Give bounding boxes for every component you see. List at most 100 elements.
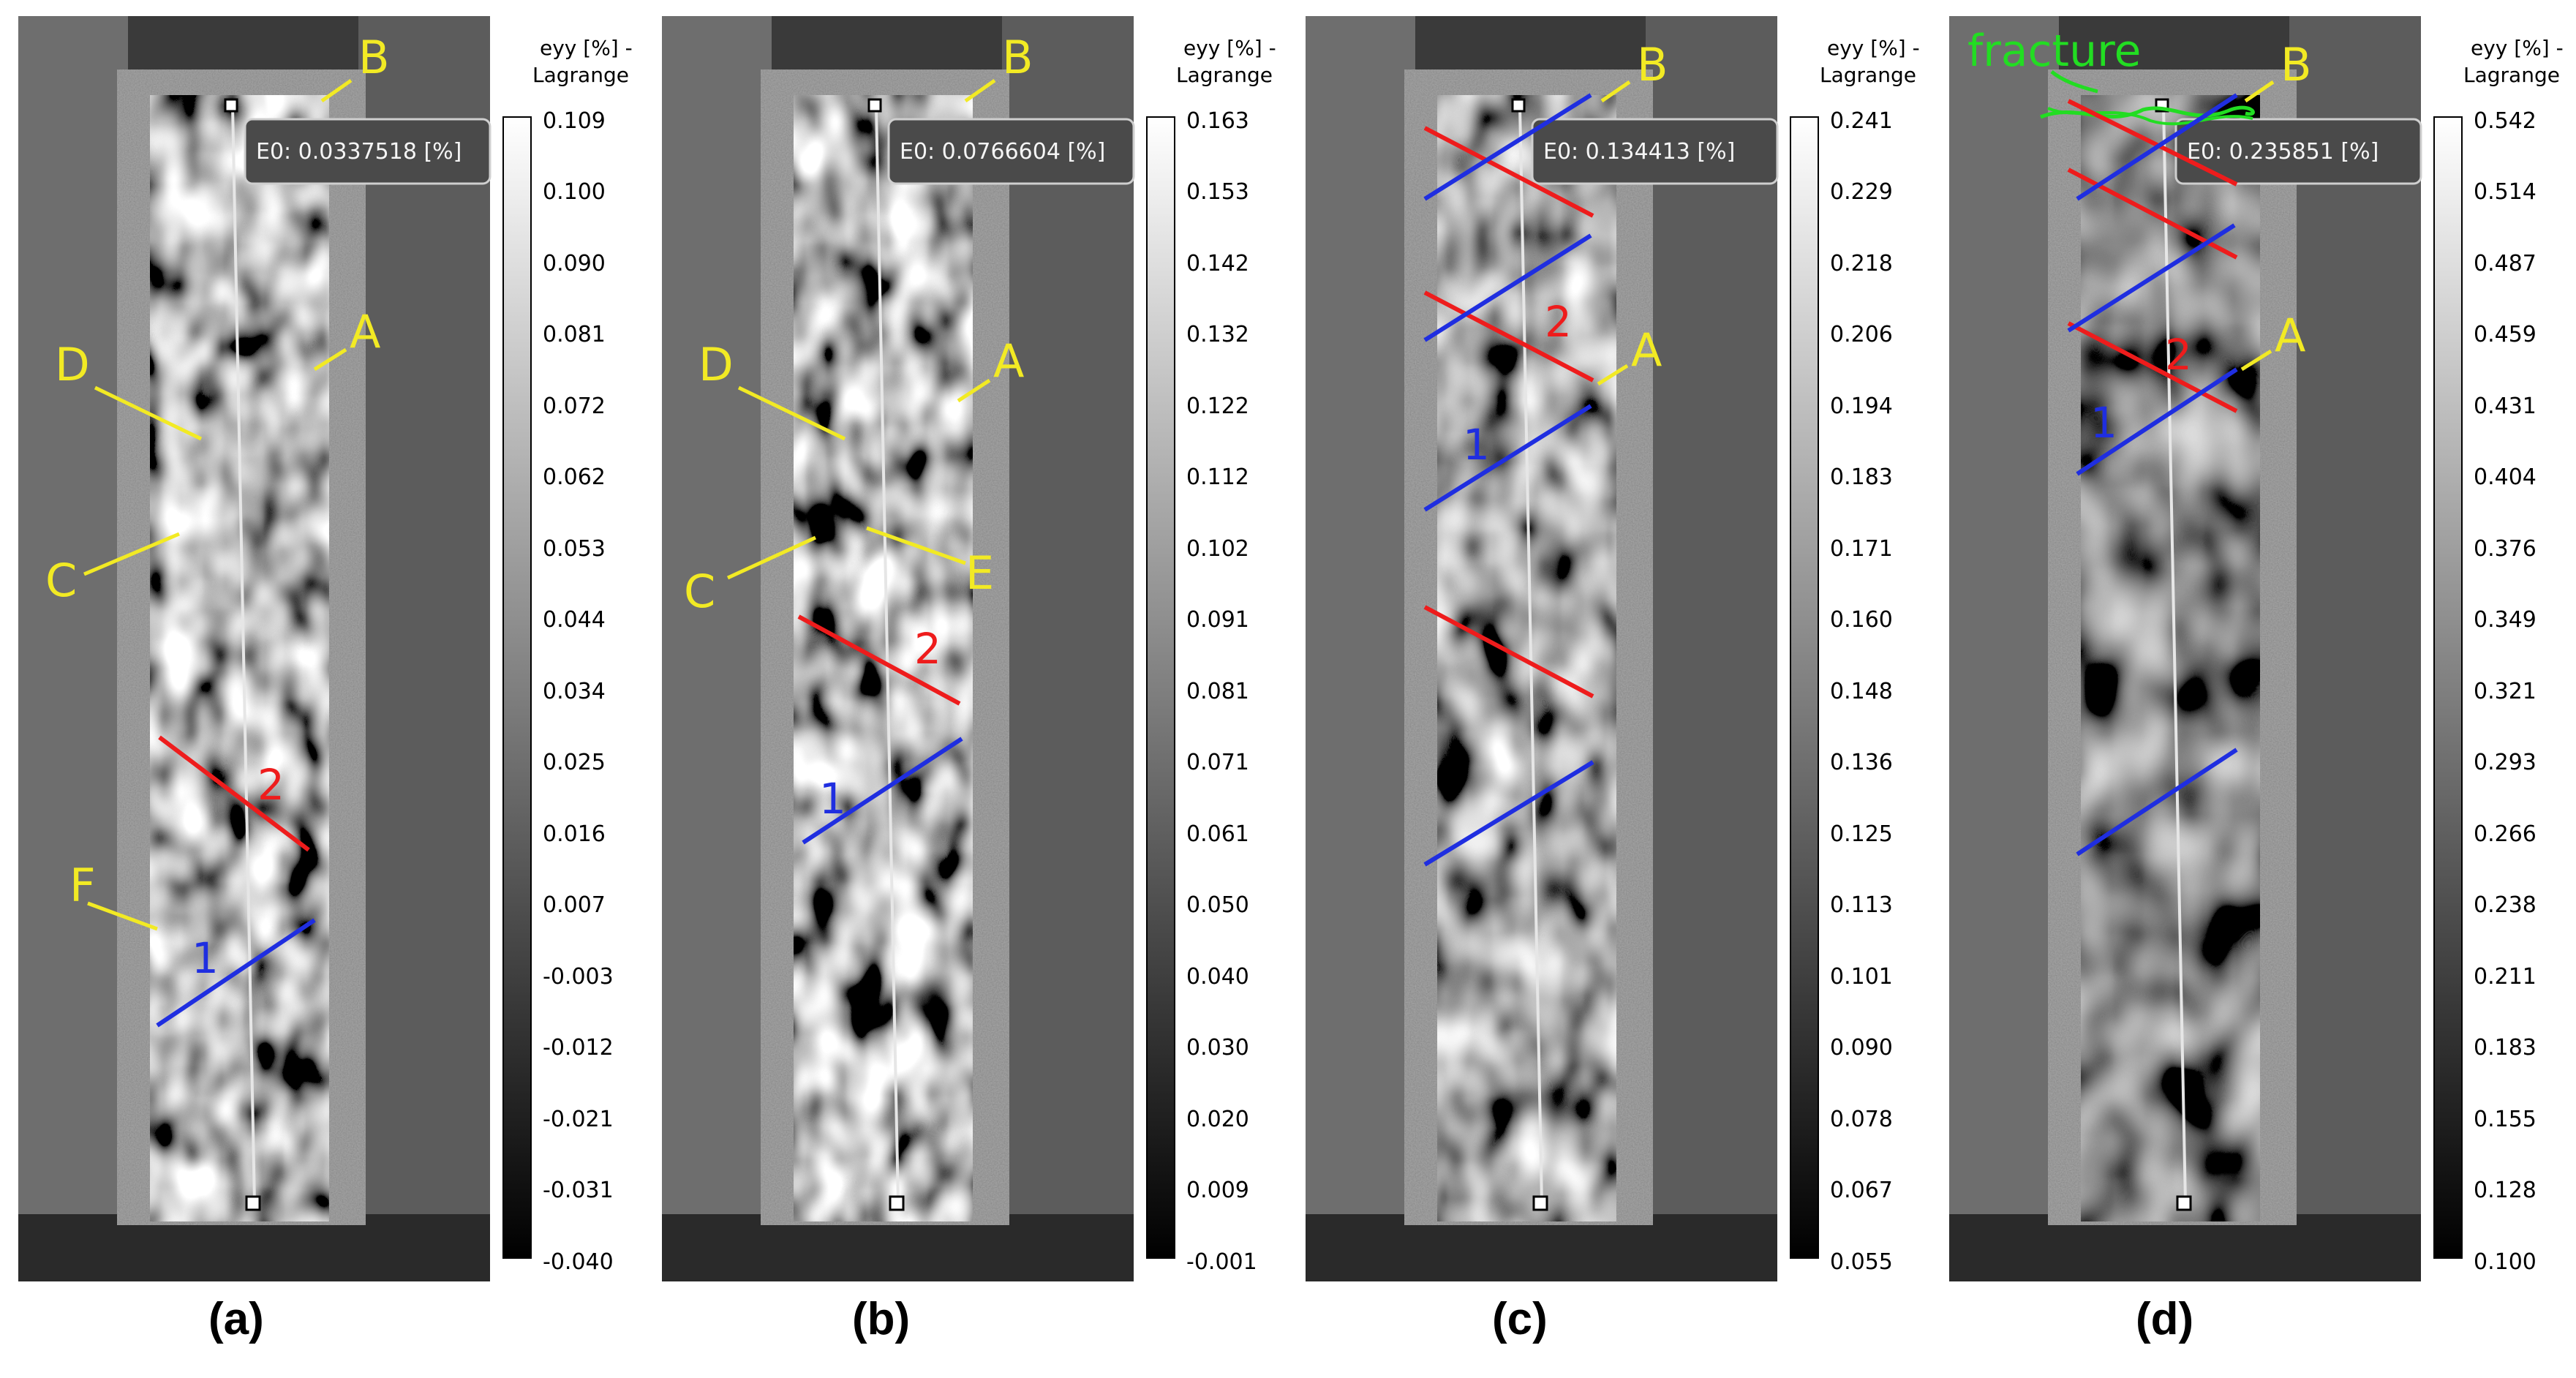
readout-text: E0: 0.0337518 [%] [256, 139, 462, 165]
band-label-1: 1 [2090, 398, 2117, 448]
strain-figure-a: E0: 0.0337518 [%] B A D C F 2 1 eyy [%] … [18, 16, 633, 1281]
colorbar-title-1: eyy [%] - [1827, 36, 1920, 60]
label-a: A [1631, 323, 1662, 377]
svg-text:0.431: 0.431 [2474, 394, 2537, 419]
svg-text:0.194: 0.194 [1830, 394, 1893, 419]
readout-text: E0: 0.0766604 [%] [900, 139, 1105, 165]
svg-text:0.122: 0.122 [1186, 394, 1249, 419]
label-b: B [358, 31, 390, 84]
svg-text:0.050: 0.050 [1186, 892, 1249, 918]
svg-text:0.266: 0.266 [2474, 821, 2537, 847]
extensometer-top-marker [867, 98, 882, 113]
label-b: B [1002, 31, 1033, 84]
grip-right [1002, 16, 1134, 1223]
strain-figure-c: E0: 0.134413 [%] B A 2 1 eyy [%] - Lagra… [1306, 16, 1920, 1281]
panel-c: E0: 0.134413 [%] B A 2 1 eyy [%] - Lagra… [1287, 0, 1931, 1378]
svg-text:-0.040: -0.040 [543, 1249, 614, 1275]
band-line-1b [2067, 223, 2236, 333]
svg-text:0.025: 0.025 [543, 750, 606, 775]
label-d: D [55, 338, 90, 391]
svg-text:0.053: 0.053 [543, 536, 606, 562]
strain-field [150, 95, 329, 1221]
svg-text:-0.031: -0.031 [543, 1178, 614, 1203]
label-f: F [69, 859, 96, 912]
base [662, 1214, 1134, 1281]
svg-text:0.109: 0.109 [543, 108, 606, 134]
label-b: B [1637, 38, 1668, 91]
grip-left [1949, 16, 2059, 1223]
grip-left [1306, 16, 1415, 1223]
panel-d: E0: 0.235851 [%] fracture B A 2 1 eyy [%… [1931, 0, 2575, 1378]
svg-text:0.007: 0.007 [543, 892, 606, 918]
svg-text:0.113: 0.113 [1830, 892, 1893, 918]
band-line-1a [1423, 93, 1592, 201]
readout-text: E0: 0.134413 [%] [1543, 139, 1735, 165]
base [18, 1214, 490, 1281]
svg-text:0.206: 0.206 [1830, 322, 1893, 347]
svg-text:0.030: 0.030 [1186, 1035, 1249, 1061]
svg-text:0.163: 0.163 [1186, 108, 1249, 134]
colorbar-title-2: Lagrange [1820, 63, 1916, 87]
readout-box [887, 118, 1135, 185]
label-e: E [965, 546, 994, 600]
grip-right [1646, 16, 1777, 1223]
label-c: C [684, 565, 715, 618]
band-line-2 [797, 614, 961, 706]
extensometer-line [875, 105, 900, 1204]
svg-text:0.102: 0.102 [1186, 536, 1249, 562]
band-line-2 [2067, 321, 2238, 413]
fracture-label: fracture [1967, 26, 2141, 77]
svg-text:0.081: 0.081 [1186, 679, 1249, 704]
band-line-1 [2076, 367, 2238, 476]
strain-field [1437, 95, 1616, 1221]
grip-left [18, 16, 128, 1223]
extensometer-line [1518, 105, 1543, 1204]
fracture-leader [2050, 70, 2098, 94]
readout-text: E0: 0.235851 [%] [2187, 139, 2379, 165]
strain-field [794, 95, 973, 1221]
svg-text:0.128: 0.128 [2474, 1178, 2537, 1203]
colorbar-title-2: Lagrange [1176, 63, 1273, 87]
label-a: A [2275, 309, 2305, 362]
svg-text:0.142: 0.142 [1186, 251, 1249, 276]
readout-box [1531, 118, 1779, 185]
extensometer-top-marker [224, 98, 238, 113]
colorbar-title-2: Lagrange [2463, 63, 2560, 87]
svg-text:0.404: 0.404 [2474, 464, 2537, 490]
svg-text:0.132: 0.132 [1186, 322, 1249, 347]
colorbar-title-2: Lagrange [532, 63, 629, 87]
svg-text:0.153: 0.153 [1186, 179, 1249, 205]
svg-text:-0.003: -0.003 [543, 964, 614, 990]
band-line-2 [1423, 290, 1594, 383]
band-label-2: 2 [914, 624, 941, 674]
band-line-1c [2076, 748, 2238, 856]
colorbar-ticks: 0.542 0.514 0.487 0.459 0.431 0.404 0.37… [2474, 108, 2537, 1275]
svg-text:0.078: 0.078 [1830, 1107, 1893, 1132]
extensometer-top-marker [1511, 98, 1526, 113]
readout-box [244, 118, 492, 185]
panel-b: E0: 0.0766604 [%] B A D C E 2 1 eyy [%] … [644, 0, 1287, 1378]
colorbar-ticks: 0.241 0.229 0.218 0.206 0.194 0.183 0.17… [1830, 108, 1893, 1275]
svg-text:0.211: 0.211 [2474, 964, 2537, 990]
band-line-2 [158, 735, 310, 852]
panel-caption-a: (a) [208, 1294, 264, 1344]
label-d: D [698, 338, 734, 391]
svg-text:0.081: 0.081 [543, 322, 606, 347]
svg-text:0.009: 0.009 [1186, 1178, 1249, 1203]
svg-text:-0.001: -0.001 [1186, 1249, 1257, 1275]
band-label-2: 2 [2165, 330, 2192, 380]
svg-text:0.155: 0.155 [2474, 1107, 2537, 1132]
base [1306, 1214, 1777, 1281]
svg-text:0.183: 0.183 [2474, 1035, 2537, 1061]
band-line-2b [1423, 605, 1594, 699]
svg-text:0.514: 0.514 [2474, 179, 2537, 205]
colorbar [1146, 116, 1175, 1259]
svg-text:0.218: 0.218 [1830, 251, 1893, 276]
label-a: A [993, 334, 1024, 388]
band-label-1: 1 [1463, 420, 1490, 470]
colorbar-ticks: 0.163 0.153 0.142 0.132 0.122 0.112 0.10… [1186, 108, 1257, 1275]
band-label-1: 1 [192, 933, 219, 983]
colorbar-title-1: eyy [%] - [1183, 36, 1276, 60]
svg-text:0.293: 0.293 [2474, 750, 2537, 775]
readout-box [2174, 118, 2422, 185]
